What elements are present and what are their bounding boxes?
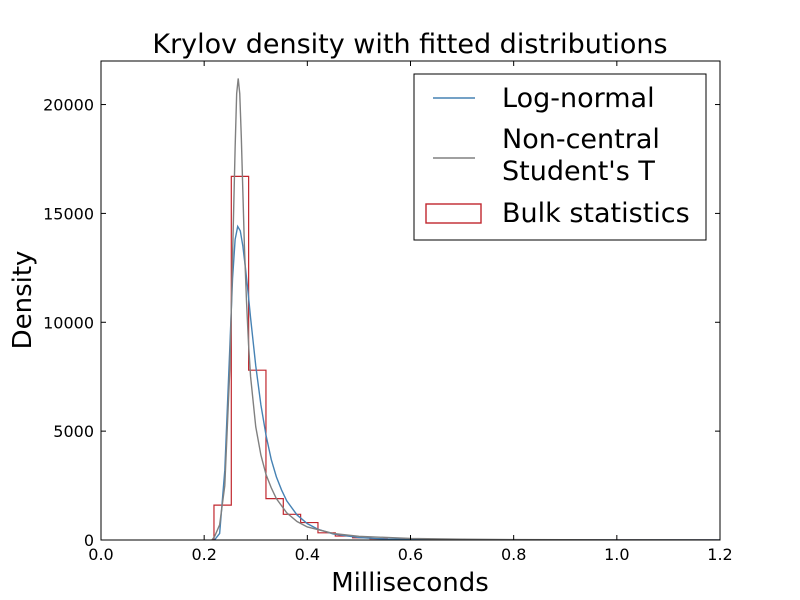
y-tick-label: 15000: [43, 204, 94, 223]
legend-label-lognormal: Log-normal: [502, 83, 655, 114]
x-tick-label: 0.4: [295, 545, 320, 564]
x-tick-label: 0.8: [501, 545, 526, 564]
y-axis: 0 5000 10000 15000 20000: [43, 96, 720, 550]
x-tick-label: 0.0: [88, 545, 113, 564]
legend-label-line: Student's T: [502, 156, 655, 187]
y-tick-label: 5000: [53, 422, 94, 441]
y-tick-label: 20000: [43, 96, 94, 115]
legend: Log-normal Non-central Student's T Bulk s…: [413, 73, 707, 241]
x-tick-label: 0.2: [191, 545, 216, 564]
series-line-lognormal: [213, 224, 720, 540]
chart-title: Krylov density with fitted distributions: [152, 29, 667, 60]
legend-label-noncentral-t: Non-central Student's T: [502, 124, 660, 187]
legend-label-bulk-statistics: Bulk statistics: [502, 198, 690, 229]
legend-label-line: Non-central: [502, 124, 660, 155]
series-layer: [211, 78, 720, 540]
legend-frame: [413, 73, 707, 241]
y-tick-label: 10000: [43, 313, 94, 332]
x-axis-title: Milliseconds: [331, 568, 489, 598]
series-line-noncentral-t: [211, 78, 720, 540]
y-tick-label: 0: [84, 531, 94, 550]
x-tick-label: 1.2: [707, 545, 732, 564]
x-tick-label: 1.0: [604, 545, 629, 564]
x-tick-label: 0.6: [398, 545, 423, 564]
x-axis: 0.0 0.2 0.4 0.6 0.8 1.0 1.2: [88, 61, 733, 564]
y-axis-title: Density: [8, 251, 38, 350]
legend-swatch-bulk-statistics: [425, 203, 482, 224]
